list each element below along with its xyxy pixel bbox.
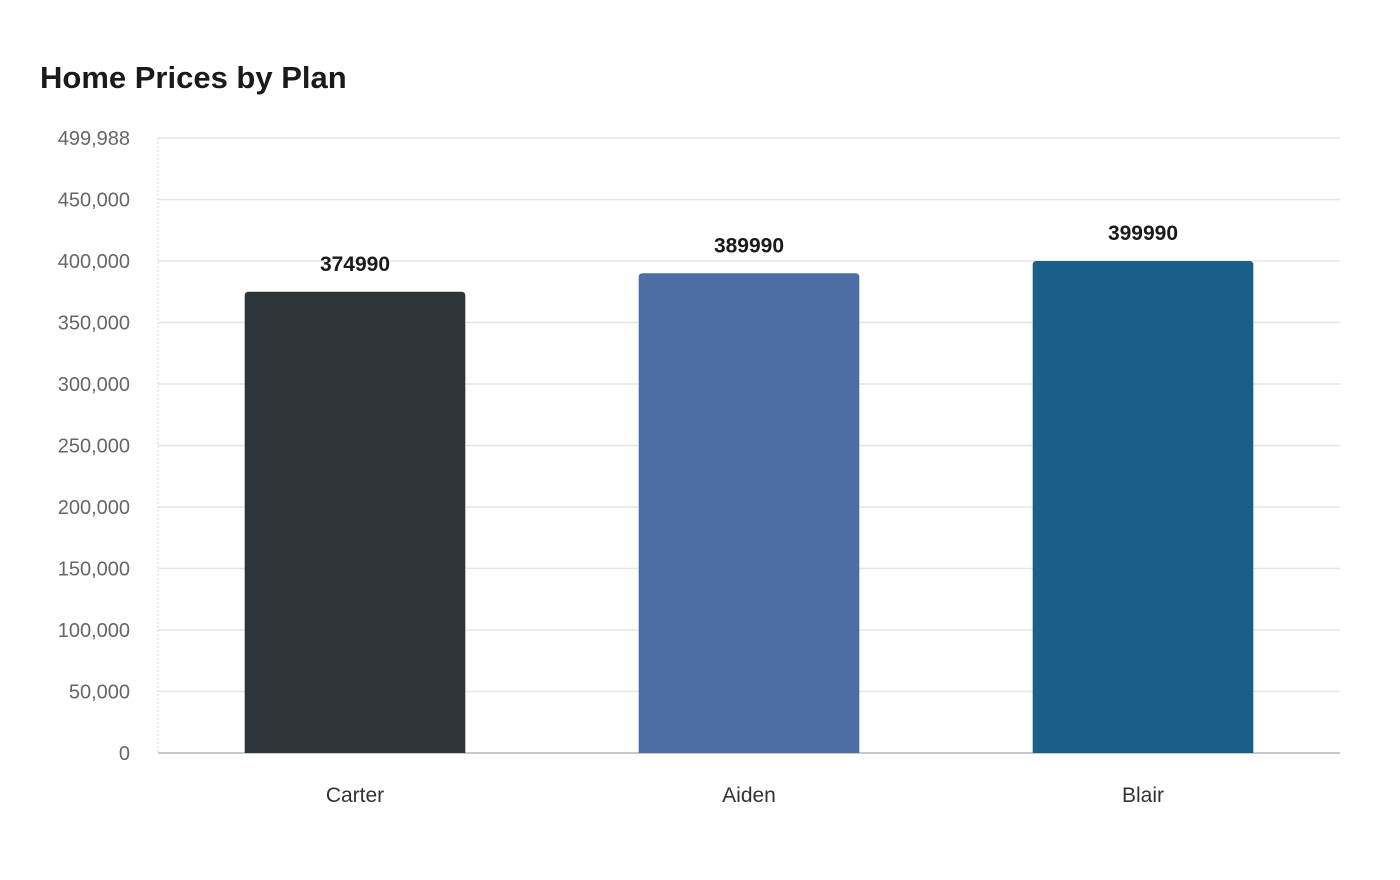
bar-carter	[244, 291, 466, 753]
bar-blair	[1032, 261, 1254, 753]
y-tick-label: 200,000	[58, 497, 130, 519]
y-tick-label: 350,000	[58, 312, 130, 334]
bars	[244, 261, 1254, 753]
y-tick-label: 300,000	[58, 374, 130, 396]
x-tick-label: Carter	[326, 784, 384, 807]
y-tick-label: 450,000	[58, 189, 130, 211]
data-label: 399990	[1108, 222, 1178, 245]
y-tick-label: 400,000	[58, 251, 130, 273]
y-tick-label: 150,000	[58, 558, 130, 580]
x-tick-label: Blair	[1122, 784, 1164, 807]
y-tick-label: 499,988	[58, 128, 130, 150]
chart-title: Home Prices by Plan	[40, 60, 347, 95]
y-tick-label: 250,000	[58, 435, 130, 457]
data-label: 389990	[714, 234, 784, 257]
x-tick-label: Aiden	[722, 784, 776, 807]
y-tick-label: 100,000	[58, 620, 130, 642]
labels: 0 50,000 100,000 150,000 200,000 250,000 300,0…	[58, 128, 1178, 807]
data-label: 374990	[320, 253, 390, 276]
bar-aiden	[638, 273, 860, 753]
y-tick-label: 50,000	[69, 681, 130, 703]
y-tick-label: 0	[119, 743, 130, 765]
